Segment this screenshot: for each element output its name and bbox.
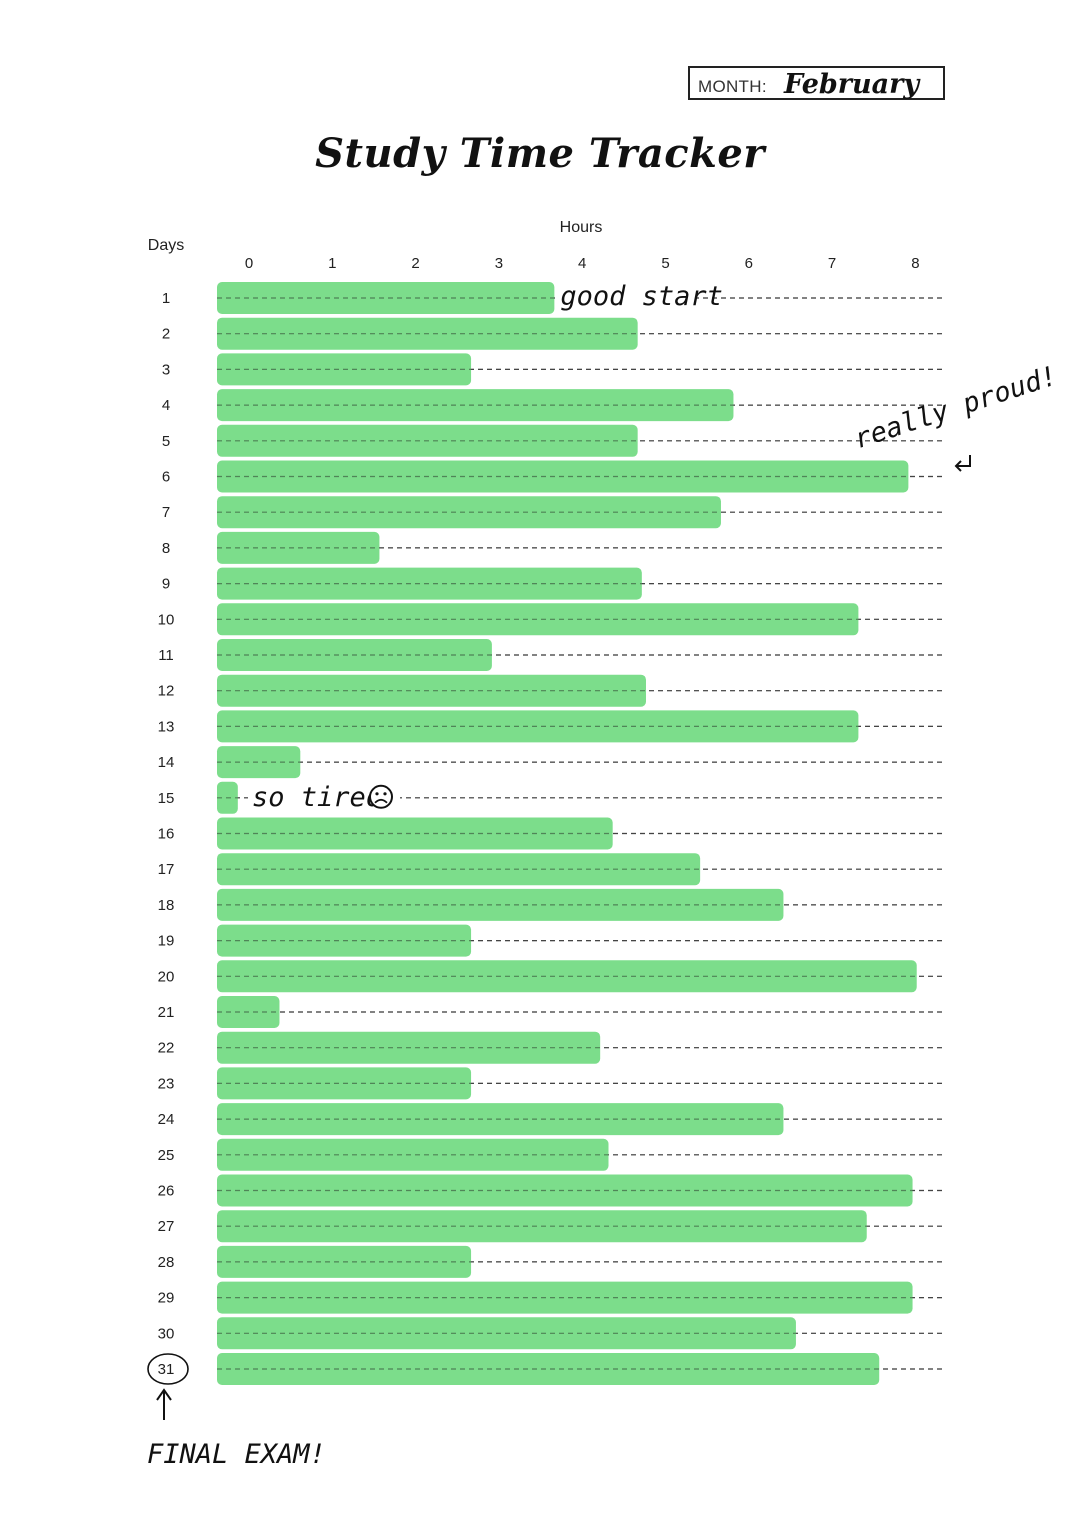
bar (217, 353, 472, 386)
day-label: 15 (158, 790, 175, 807)
bar (217, 424, 638, 457)
day-label: 13 (158, 718, 175, 735)
sad-face-icon (369, 784, 393, 809)
bar (217, 853, 701, 886)
bar (217, 674, 646, 707)
return-arrow-icon (954, 455, 971, 472)
bar (217, 746, 301, 779)
x-tick-label: 7 (828, 255, 836, 272)
day-label: 31 (158, 1361, 175, 1378)
x-tick-label: 8 (911, 255, 919, 272)
bar (217, 639, 492, 671)
bar (217, 888, 784, 921)
day-label: 23 (158, 1075, 175, 1092)
x-tick-label: 2 (411, 255, 419, 272)
bar (217, 996, 280, 1028)
annotation-background (558, 278, 697, 310)
bar (217, 1281, 913, 1314)
day-label: 1 (162, 290, 170, 307)
day-label: 30 (158, 1325, 175, 1342)
bar (217, 1317, 796, 1350)
day-label: 26 (158, 1183, 175, 1200)
bar (217, 1245, 472, 1278)
annotation-final-exam: FINAL EXAM! (147, 1439, 326, 1470)
x-tick-label: 4 (578, 255, 586, 272)
bar (217, 960, 917, 993)
day-label: 21 (158, 1004, 175, 1021)
day-label: 9 (162, 576, 170, 593)
circle-mark (147, 1353, 189, 1385)
x-tick-label: 5 (661, 255, 669, 272)
bar (217, 531, 380, 564)
day-label: 17 (158, 861, 175, 878)
bar (217, 1353, 880, 1385)
x-tick-label: 3 (495, 255, 503, 272)
day-label: 29 (158, 1290, 175, 1307)
up-arrow-icon (156, 1388, 172, 1420)
day-label: 2 (162, 326, 170, 343)
day-label: 22 (158, 1040, 175, 1057)
bar (217, 817, 613, 850)
day-label: 19 (158, 933, 175, 950)
day-label: 16 (158, 826, 175, 843)
bar (217, 317, 638, 350)
x-tick-label: 1 (328, 255, 336, 272)
bar (217, 781, 238, 814)
bar (217, 1210, 867, 1243)
bar (217, 389, 734, 422)
day-label: 7 (162, 504, 170, 521)
bar (217, 1174, 913, 1207)
annotation-so-tired: so tired (252, 782, 383, 813)
day-label: 12 (158, 683, 175, 700)
day-label: 24 (158, 1111, 175, 1128)
month-box: MONTH: February (688, 66, 945, 100)
day-label: 10 (158, 611, 175, 628)
bar (217, 567, 642, 600)
bar (217, 1067, 472, 1100)
day-label: 28 (158, 1254, 175, 1271)
bar (217, 282, 555, 314)
day-label: 20 (158, 968, 175, 985)
day-label: 8 (162, 540, 170, 557)
x-axis-label: Hours (560, 219, 603, 236)
bar (217, 1138, 609, 1171)
y-axis-label: Days (148, 237, 184, 254)
bar (217, 1103, 784, 1136)
bar (217, 460, 909, 493)
bar (217, 1031, 601, 1064)
day-label: 11 (158, 647, 174, 664)
day-label: 4 (162, 397, 170, 414)
day-label: 5 (162, 433, 170, 450)
x-tick-label: 6 (745, 255, 753, 272)
day-label: 18 (158, 897, 175, 914)
annotation-good-start: good start (560, 281, 723, 312)
bar (217, 603, 859, 636)
annotation-really-proud: really proud! (851, 360, 1062, 455)
bar (217, 496, 721, 529)
day-label: 25 (158, 1147, 175, 1164)
day-label: 6 (162, 469, 170, 486)
bar (217, 710, 859, 743)
bar (217, 924, 472, 957)
day-label: 3 (162, 361, 170, 378)
x-tick-label: 0 (245, 255, 253, 272)
month-label: MONTH: (698, 77, 767, 96)
day-label: 14 (158, 754, 175, 771)
month-value: February (784, 69, 920, 100)
chart-title: Study Time Tracker (315, 130, 765, 177)
day-label: 27 (158, 1218, 175, 1235)
